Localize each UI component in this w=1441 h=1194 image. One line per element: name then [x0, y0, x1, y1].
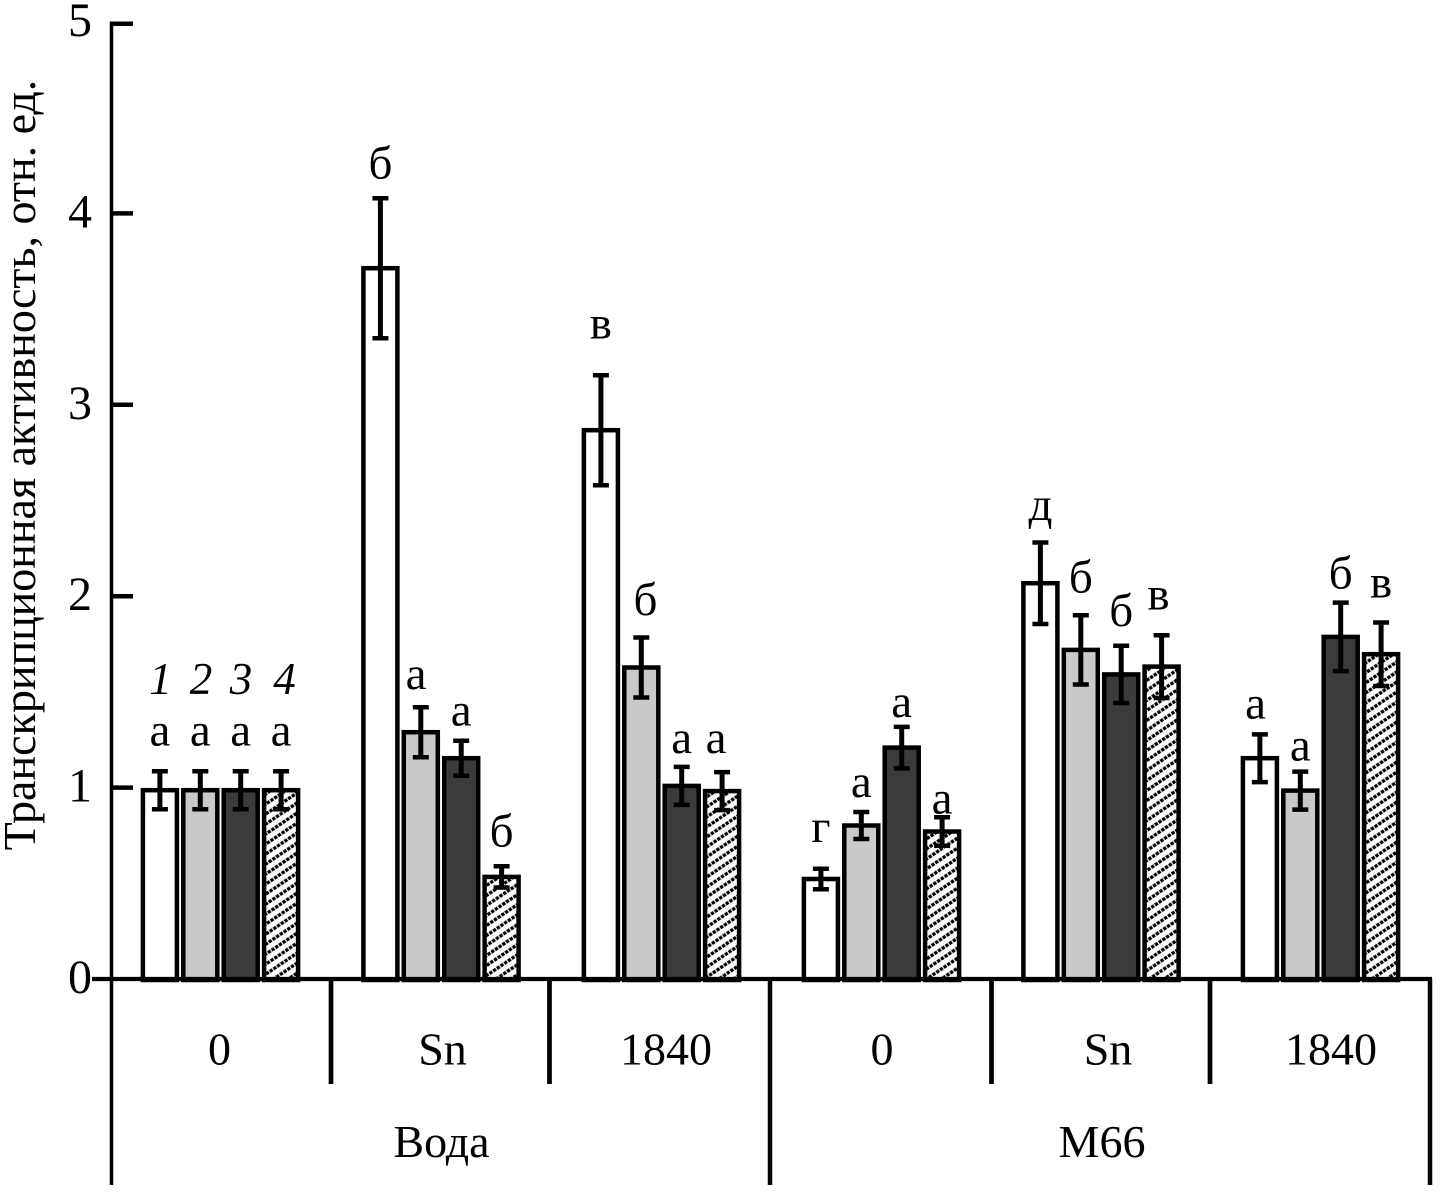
svg-text:г: г [811, 801, 830, 853]
svg-text:а: а [851, 756, 872, 808]
svg-text:а: а [451, 685, 472, 737]
svg-text:б: б [490, 806, 514, 858]
svg-text:а: а [406, 648, 427, 700]
svg-text:д: д [1028, 479, 1052, 531]
svg-text:М66: М66 [1059, 1116, 1146, 1167]
svg-text:б: б [1109, 585, 1133, 637]
svg-text:0: 0 [871, 1024, 894, 1075]
svg-text:а: а [149, 705, 170, 757]
svg-text:в: в [1147, 568, 1169, 620]
svg-text:а: а [671, 712, 692, 764]
svg-text:а: а [1245, 678, 1266, 730]
svg-text:а: а [190, 705, 211, 757]
svg-text:Sn: Sn [418, 1024, 467, 1075]
svg-text:а: а [271, 705, 292, 757]
svg-text:0: 0 [68, 951, 92, 1004]
svg-text:4: 4 [273, 654, 296, 704]
svg-text:а: а [230, 705, 251, 757]
svg-text:в: в [590, 298, 612, 350]
svg-text:в: в [1370, 557, 1392, 609]
svg-text:б: б [1329, 548, 1353, 600]
svg-text:а: а [891, 676, 912, 728]
svg-text:б: б [368, 138, 392, 190]
svg-text:0: 0 [208, 1024, 231, 1075]
svg-text:1840: 1840 [1285, 1024, 1377, 1075]
svg-text:4: 4 [68, 185, 92, 238]
svg-text:б: б [634, 574, 658, 626]
svg-text:а: а [932, 773, 953, 825]
svg-text:Транскрипционная активность, о: Транскрипционная активность, отн. ед. [0, 80, 45, 851]
svg-text:1: 1 [149, 654, 172, 704]
svg-text:б: б [1069, 552, 1093, 604]
svg-text:1840: 1840 [620, 1024, 712, 1075]
svg-text:3: 3 [68, 377, 92, 430]
svg-text:2: 2 [190, 654, 213, 704]
svg-text:5: 5 [68, 0, 92, 47]
svg-text:2: 2 [68, 568, 92, 621]
svg-text:3: 3 [229, 654, 253, 704]
svg-text:Sn: Sn [1084, 1024, 1133, 1075]
svg-text:а: а [706, 712, 727, 764]
svg-text:а: а [1290, 720, 1311, 772]
svg-text:1: 1 [68, 760, 92, 813]
svg-text:Вода: Вода [393, 1116, 489, 1167]
